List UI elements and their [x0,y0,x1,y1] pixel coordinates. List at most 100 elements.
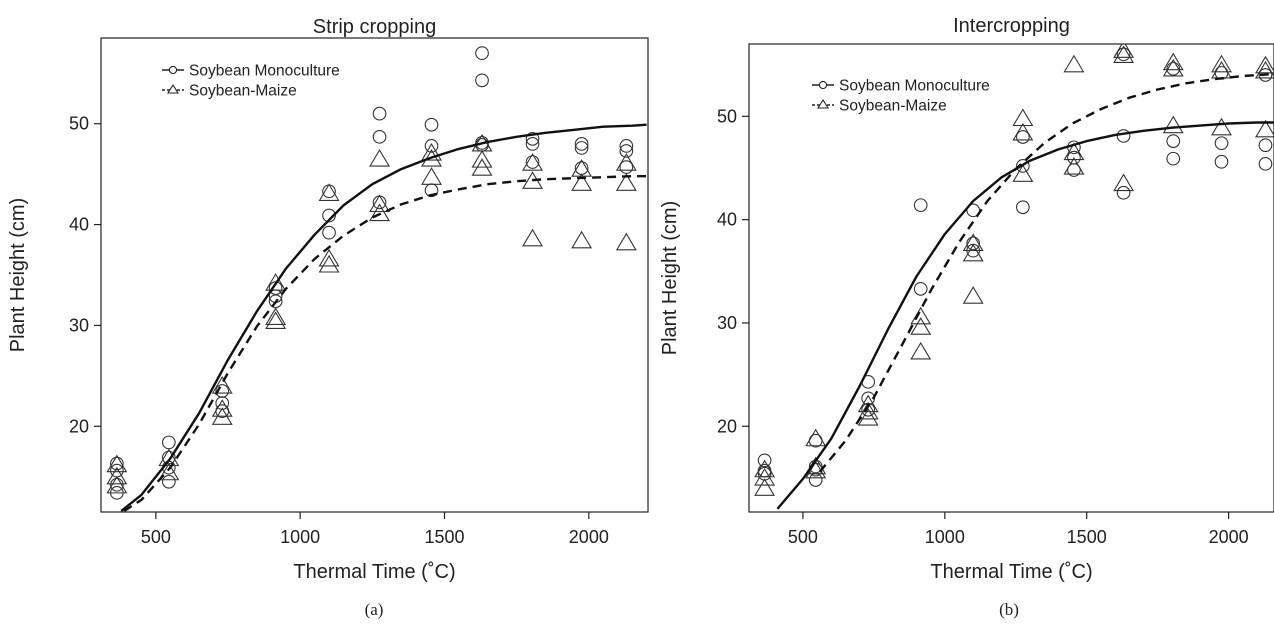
circle-point [966,236,981,251]
fit-curve-soybean-maize [818,72,1274,473]
circle-point [525,155,540,169]
circle-point [161,435,176,450]
y-tick-label: 40 [69,215,89,235]
triangle-point [211,407,233,425]
fit-curve-soybean-maize [123,175,647,512]
x-tick-label: 1500 [424,527,464,547]
triangle-point [318,248,340,267]
circle-point [913,281,928,296]
circle-point [215,396,230,410]
circle-point [966,203,981,218]
triangle-point [1012,122,1034,141]
triangle-point [805,428,827,447]
circle-point [525,137,540,151]
triangle-point [1063,156,1085,175]
triangle-point [1162,52,1184,71]
triangle-point [1255,60,1274,79]
triangle-point [106,454,128,473]
circle-point [1116,129,1131,143]
triangle-point [1012,108,1034,127]
chart-panel-a: Strip cropping Thermal Time (˚C) Plant Hei… [7,16,649,619]
circle-point [475,73,489,88]
triangle-point [571,173,593,191]
triangle-point [369,194,391,213]
circle-point [1016,130,1030,144]
chart-title: Strip cropping [313,16,436,38]
triangle-point [421,167,442,185]
x-axis-label: Thermal Time (˚C) [930,561,1092,583]
triangle-point [1211,54,1232,73]
x-tick-label: 1500 [1067,527,1107,547]
legend-label: Soybean-Maize [839,98,947,115]
triangle-point [857,401,879,420]
x-tick-label: 1000 [280,527,320,547]
triangle-point [571,230,593,249]
triangle-point [265,307,287,325]
triangle-point [615,153,637,171]
triangle-point [910,317,932,335]
x-tick-label: 2000 [1209,527,1249,547]
chart-title: Intercropping [953,15,1070,37]
triangle-point [1255,119,1274,138]
plot-frame [100,37,649,513]
triangle-point [962,233,984,252]
circle-point [1166,134,1181,148]
circle-point [1214,154,1229,169]
triangle-point [910,306,932,325]
y-tick-label: 20 [717,416,737,436]
y-axis-label: Plant Height (cm) [659,201,681,356]
triangle-point [754,467,776,486]
plot-area [106,46,647,512]
circle-point [619,160,634,174]
triangle-point [522,228,544,247]
triangle-point [1113,173,1135,192]
circle-point [1116,185,1131,200]
triangle-point [369,203,391,222]
y-tick-label: 30 [717,313,737,333]
x-tick-label: 1000 [925,527,965,547]
y-tick-label: 20 [69,416,89,436]
circle-point [1258,138,1273,153]
circle-point [1166,61,1181,76]
circle-point [1116,47,1131,62]
legend-circle-icon [168,65,178,75]
triangle-point [1113,45,1135,64]
circle-point [1258,68,1273,82]
circle-point [475,46,489,60]
triangle-point [318,254,340,273]
legend-circle-icon [818,80,828,90]
circle-point [1166,151,1181,166]
triangle-point [1113,44,1135,58]
y-axis-label: Plant Height (cm) [7,198,29,353]
triangle-point [369,149,391,167]
circle-point [525,132,540,146]
legend-label: Soybean Monoculture [839,78,990,95]
fit-curve-soybean-monoculture [120,123,647,512]
triangle-point [615,232,637,251]
circle-point [1258,156,1273,171]
triangle-point [421,142,442,161]
circle-point [757,453,772,468]
circle-point [161,474,176,489]
legend-label: Soybean Monoculture [189,63,340,80]
legend-triangle-icon [817,98,829,109]
y-tick-label: 50 [717,106,737,126]
triangle-point [754,478,776,496]
circle-point [372,129,387,144]
triangle-point [1162,58,1184,77]
y-tick-label: 40 [717,210,737,230]
triangle-point [1063,54,1085,73]
fit-curve-soybean-monoculture [776,121,1274,510]
circle-point [913,198,928,213]
triangle-point [1162,115,1184,134]
plot-area [754,44,1274,510]
triangle-point [754,459,776,478]
triangle-point [1211,60,1232,79]
circle-point [619,144,634,158]
x-tick-label: 2000 [569,527,609,547]
triangle-point [211,399,233,417]
circle-point [1067,163,1081,177]
triangle-point [265,273,287,291]
triangle-point [471,150,493,168]
